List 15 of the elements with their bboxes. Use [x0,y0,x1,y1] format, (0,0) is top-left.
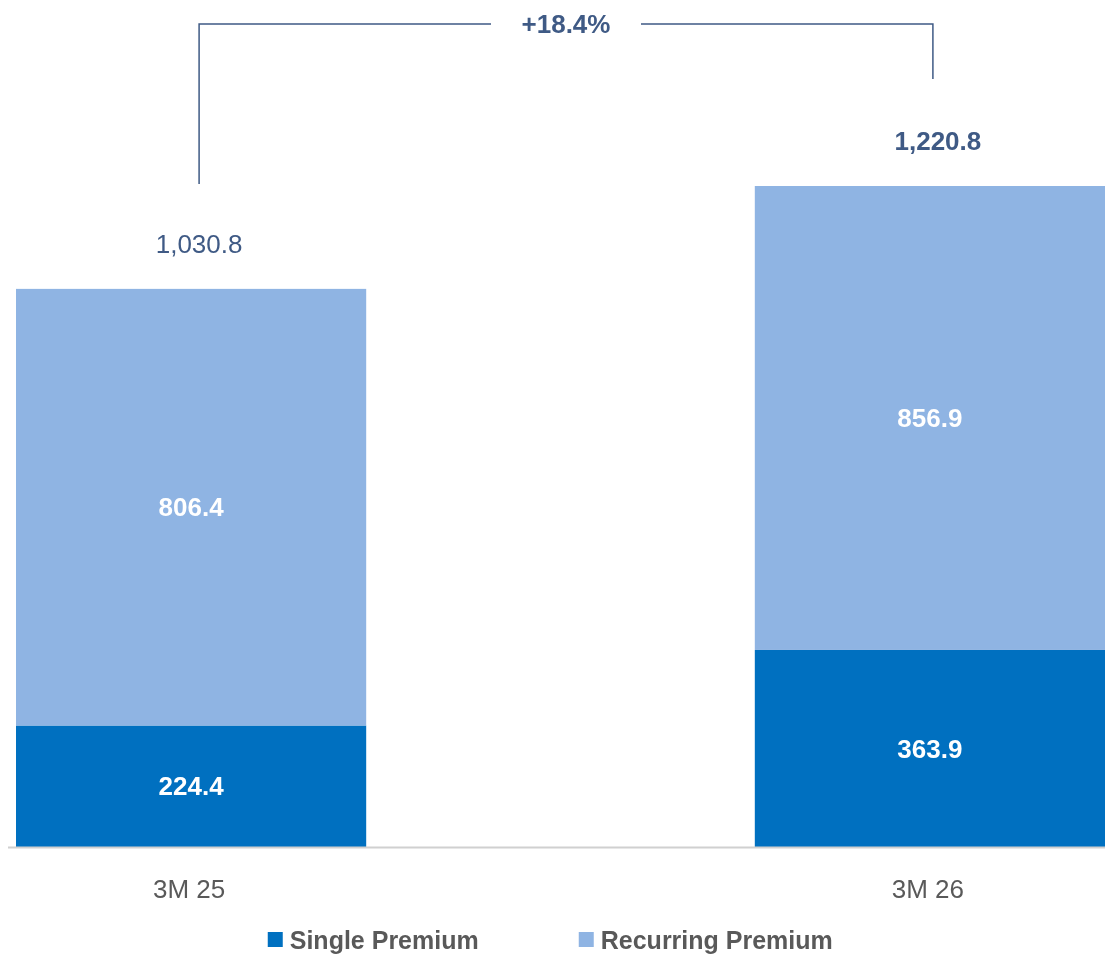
legend-label: Recurring Premium [600,925,833,954]
total-label: 1,030.8 [155,228,243,259]
bar [16,288,367,726]
total-label: 1,220.8 [894,126,982,157]
data-label: 806.4 [158,492,225,523]
x-tick-label: 3M 26 [891,874,965,905]
data-label: 856.9 [897,403,963,434]
x-tick-label: 3M 25 [152,874,226,905]
bar [754,649,1105,847]
data-label: 224.4 [158,771,225,802]
data-label: 363.9 [897,733,963,764]
legend-label: Single Premium [289,925,479,954]
text: +18.4% [521,9,611,40]
bar [754,186,1105,650]
bar [16,725,367,847]
